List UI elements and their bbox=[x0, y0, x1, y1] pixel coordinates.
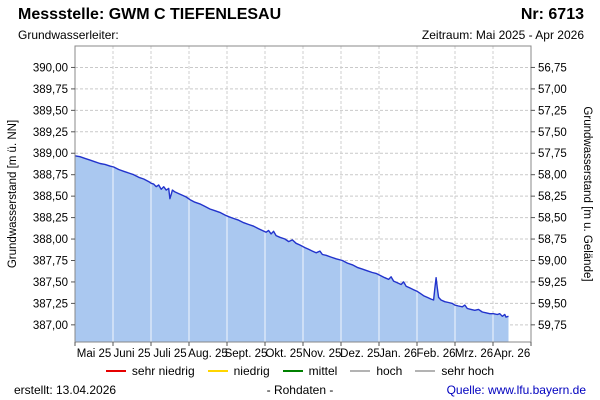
legend-label: hoch bbox=[376, 364, 403, 378]
y-tick-label-right: 56,75 bbox=[538, 62, 567, 74]
station-number: Nr: 6713 bbox=[520, 6, 584, 23]
y-tick-label-right: 59,00 bbox=[538, 255, 567, 267]
y-tick-label-left: 388,50 bbox=[33, 191, 68, 203]
y-tick-label-right: 58,25 bbox=[538, 191, 567, 203]
x-tick-label: Jan. 26 bbox=[379, 348, 417, 360]
legend-label: mittel bbox=[308, 364, 338, 378]
mittel-line-icon bbox=[282, 370, 303, 372]
y-tick-label-left: 387,25 bbox=[33, 298, 68, 310]
hoch-line-icon bbox=[350, 370, 371, 372]
legend-item-mittel: mittel bbox=[282, 364, 338, 378]
y-tick-label-left: 389,50 bbox=[33, 105, 68, 117]
y-tick-label-right: 58,00 bbox=[538, 170, 567, 182]
x-tick-label: Juli 25 bbox=[153, 348, 186, 360]
legend-item-hoch: hoch bbox=[350, 364, 402, 378]
groundwater-series-line bbox=[74, 155, 509, 318]
legend-label: sehr niedrig bbox=[131, 364, 195, 378]
y-tick-label-right: 59,50 bbox=[538, 298, 567, 310]
y-tick-label-right: 58,75 bbox=[538, 234, 567, 246]
x-tick-label: Okt. 25 bbox=[265, 348, 302, 360]
aquifer-label: Grundwasserleiter: bbox=[18, 28, 119, 42]
x-tick-label: Apr. 26 bbox=[494, 348, 530, 360]
y-axis-title-right: Grundwasserstand [m u. Gelände] bbox=[581, 106, 593, 281]
groundwater-chart: 390,00 56,75 389,75 57,00 389,50 57,25 389,25 5… bbox=[7, 45, 593, 360]
y-tick-label-right: 57,50 bbox=[538, 127, 567, 139]
legend-item-niedrig: niedrig bbox=[207, 364, 270, 378]
x-tick-label: Mai 25 bbox=[77, 348, 112, 360]
y-tick-label-left: 389,25 bbox=[33, 127, 68, 139]
y-tick-label-right: 57,00 bbox=[538, 84, 567, 96]
source-link[interactable]: Quelle: www.lfu.bayern.de bbox=[446, 383, 586, 397]
legend-label: sehr hoch bbox=[441, 364, 495, 378]
y-tick-label-left: 387,50 bbox=[33, 277, 68, 289]
x-tick-label: Aug. 25 bbox=[188, 348, 228, 360]
x-tick-label: Nov. 25 bbox=[303, 348, 342, 360]
niedrig-line-icon bbox=[207, 370, 228, 372]
y-tick-label-left: 390,00 bbox=[33, 62, 68, 74]
y-tick-label-left: 387,75 bbox=[33, 255, 68, 267]
data-type-label: - Rohdaten - bbox=[266, 383, 334, 397]
legend-item-sehr-niedrig: sehr niedrig bbox=[105, 364, 195, 378]
x-tick-label: Sept. 25 bbox=[225, 348, 268, 360]
x-tick-label: Feb. 26 bbox=[417, 348, 456, 360]
x-tick-label: Mrz. 26 bbox=[455, 348, 493, 360]
x-tick-label: Juni 25 bbox=[113, 348, 150, 360]
sehr-niedrig-line-icon bbox=[105, 370, 126, 372]
chart-canvas: 390,00 56,75 389,75 57,00 389,50 57,25 389,25 5… bbox=[7, 45, 593, 360]
y-tick-label-right: 57,75 bbox=[538, 148, 567, 160]
chart-legend: sehr niedrig niedrig mittel hoch sehr ho… bbox=[0, 362, 600, 380]
y-tick-label-right: 58,50 bbox=[538, 213, 567, 225]
period-label: Zeitraum: Mai 2025 - Apr 2026 bbox=[421, 28, 584, 42]
groundwater-area-fill bbox=[75, 155, 509, 342]
y-tick-label-left: 389,00 bbox=[33, 148, 68, 160]
y-axis-title-left: Grundwasserstand [m ü. NN] bbox=[7, 120, 19, 268]
created-date: erstellt: 13.04.2026 bbox=[14, 383, 117, 397]
y-tick-label-right: 59,75 bbox=[538, 320, 567, 332]
y-tick-label-left: 388,75 bbox=[33, 170, 68, 182]
y-tick-label-left: 388,25 bbox=[33, 213, 68, 225]
legend-label: niedrig bbox=[233, 364, 270, 378]
y-tick-label-left: 388,00 bbox=[33, 234, 68, 246]
page-title: Messstelle: GWM C TIEFENLESAU bbox=[18, 6, 282, 23]
x-tick-label: Dez. 25 bbox=[340, 348, 380, 360]
legend-item-sehr-hoch: sehr hoch bbox=[415, 364, 494, 378]
y-tick-label-right: 57,25 bbox=[538, 105, 567, 117]
y-tick-label-right: 59,25 bbox=[538, 277, 567, 289]
y-tick-label-left: 389,75 bbox=[33, 84, 68, 96]
sehr-hoch-line-icon bbox=[415, 370, 436, 372]
y-tick-label-left: 387,00 bbox=[33, 320, 68, 332]
